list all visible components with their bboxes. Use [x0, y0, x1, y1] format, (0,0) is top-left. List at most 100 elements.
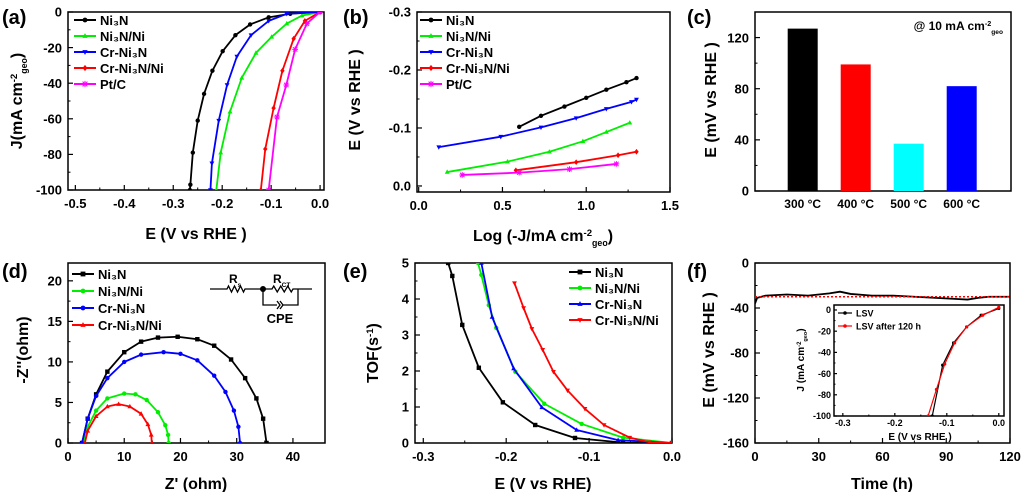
data-point — [428, 33, 434, 38]
legend-label: Ni₃N — [100, 13, 128, 28]
legend-item: Cr-Ni₃N — [72, 301, 145, 316]
data-point — [529, 327, 535, 332]
data-point — [304, 20, 310, 27]
x-tick-label: -0.2 — [211, 196, 233, 211]
plot-frame — [833, 304, 1005, 417]
data-point — [445, 263, 451, 266]
data-point — [489, 314, 495, 319]
data-point — [478, 263, 484, 265]
data-point — [505, 158, 510, 164]
data-point — [253, 50, 259, 55]
data-point — [242, 375, 248, 381]
data-point — [187, 187, 193, 190]
data-point — [577, 301, 583, 306]
x-tick-label: 0.5 — [493, 198, 511, 213]
data-point — [122, 349, 127, 355]
y-tick-label: 4 — [402, 292, 410, 307]
data-point — [85, 416, 90, 421]
data-point — [264, 440, 269, 443]
data-point — [634, 75, 639, 81]
y-tick-label: 2 — [402, 364, 409, 379]
legend-item: Ni₃N/Ni — [420, 29, 491, 44]
category-label: 500 °C — [890, 197, 927, 211]
panel-a: (a) -0.5 -0.4 -0.3 -0.2 -0.1 0.0 -100 -80 -60 -40 -… — [2, 5, 329, 243]
data-point — [615, 437, 621, 442]
data-point — [148, 432, 154, 437]
data-point — [80, 271, 86, 277]
data-point — [116, 401, 122, 406]
y-tick-label: -120 — [723, 391, 749, 406]
data-point — [216, 118, 222, 124]
legend-item: Ni₃N/Ni — [569, 281, 640, 296]
data-point — [138, 411, 144, 416]
data-point — [271, 105, 276, 111]
category-label: 400 °C — [837, 197, 874, 211]
cpe-symbol — [276, 300, 284, 310]
y-tick-label: 15 — [48, 314, 62, 329]
series-line — [462, 163, 617, 176]
series-ni-n — [445, 263, 672, 443]
y-axis-label: J(mA cm-2geo) — [9, 53, 30, 149]
x-axis-label: E (V vs RHE ) — [145, 226, 246, 243]
series-ni-n-ni — [444, 120, 633, 174]
data-point — [209, 161, 215, 166]
legend-label: Ni₃N/Ni — [98, 284, 143, 299]
data-point — [155, 335, 161, 340]
series-ni-n-ni — [81, 391, 171, 443]
data-point — [538, 113, 544, 119]
data-point — [629, 100, 634, 105]
data-point — [83, 440, 87, 443]
data-point — [476, 365, 482, 370]
y-tick-label: -100 — [36, 183, 62, 198]
panel-d: (d) 0 10 20 30 40 0 5 10 15 20 Z' (ohm) -Z''(ohm) Ni₃… — [2, 261, 326, 492]
panel-label: (c) — [687, 7, 711, 29]
data-point — [460, 322, 465, 328]
data-point — [427, 80, 435, 88]
data-point — [122, 359, 127, 365]
series-cr-ni-n — [208, 12, 322, 190]
data-point — [175, 334, 180, 339]
data-point — [627, 120, 633, 125]
data-point — [210, 68, 215, 73]
data-point — [580, 138, 586, 144]
data-point — [155, 409, 161, 415]
panel-label: (b) — [343, 7, 369, 29]
data-point — [266, 15, 271, 20]
data-point — [195, 118, 200, 123]
legend-item: Cr-Ni₃N/Ni — [74, 61, 164, 76]
y-tick-label: 0 — [742, 184, 749, 199]
data-point — [603, 107, 609, 112]
data-point — [233, 32, 238, 38]
legend-item: Ni₃N — [72, 267, 126, 282]
data-point — [934, 387, 939, 392]
category-label: 300 °C — [784, 197, 821, 211]
data-point — [299, 12, 305, 18]
y-tick-label: -160 — [723, 436, 749, 451]
y-tick-label: 5 — [55, 395, 62, 410]
data-point — [573, 116, 579, 121]
series-area — [926, 305, 1001, 416]
y-axis-label: E (V vs RHE ) — [347, 49, 364, 150]
data-point — [634, 148, 639, 155]
data-point — [669, 441, 672, 443]
data-point — [562, 104, 567, 109]
data-point — [450, 273, 455, 279]
x-tick-label: -0.1 — [578, 449, 600, 464]
data-point — [291, 35, 296, 42]
legend: Ni₃N Ni₃N/Ni Cr-Ni₃N Cr-Ni₃N/Ni — [72, 267, 162, 333]
data-point — [82, 17, 88, 23]
inset-chart: -0.3 -0.2 -0.1 0.0 -100 -80 -60 -40 -20 0 E (V vs … — [796, 304, 1005, 443]
data-point — [105, 369, 110, 374]
series-cr-ni-n — [478, 263, 672, 443]
data-point — [165, 432, 171, 438]
data-point — [231, 408, 237, 413]
x-tick-label: 1.0 — [577, 198, 595, 213]
series-area — [187, 12, 323, 190]
x-tick-label: 60 — [875, 449, 889, 464]
x-tick-label: 40 — [286, 449, 300, 464]
x-tick-label: -0.1 — [260, 196, 282, 211]
series-line — [438, 98, 637, 149]
data-point — [500, 400, 506, 405]
legend-item: LSV after 120 h — [838, 321, 921, 331]
data-point — [498, 134, 504, 140]
